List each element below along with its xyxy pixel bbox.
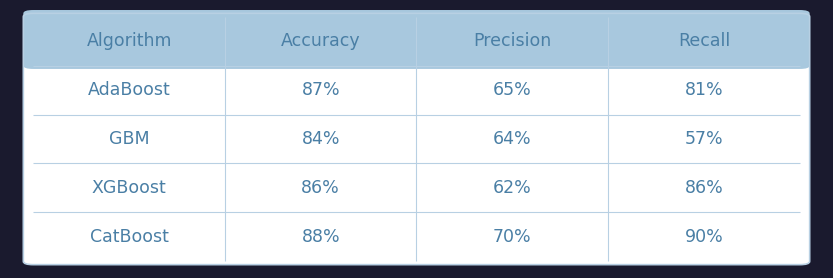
Text: GBM: GBM xyxy=(109,130,149,148)
Text: 65%: 65% xyxy=(493,81,531,99)
Text: 70%: 70% xyxy=(493,228,531,246)
Text: CatBoost: CatBoost xyxy=(90,228,168,246)
Text: Recall: Recall xyxy=(678,32,730,50)
Text: 86%: 86% xyxy=(302,179,340,197)
Text: 84%: 84% xyxy=(302,130,340,148)
Text: 90%: 90% xyxy=(685,228,723,246)
Bar xyxy=(33,48,800,66)
Text: Precision: Precision xyxy=(473,32,551,50)
Text: 81%: 81% xyxy=(685,81,723,99)
Text: 86%: 86% xyxy=(685,179,723,197)
Text: Accuracy: Accuracy xyxy=(281,32,361,50)
Text: 88%: 88% xyxy=(302,228,340,246)
Text: 57%: 57% xyxy=(685,130,723,148)
FancyBboxPatch shape xyxy=(23,13,810,265)
Text: 87%: 87% xyxy=(302,81,340,99)
Text: Algorithm: Algorithm xyxy=(87,32,172,50)
Text: XGBoost: XGBoost xyxy=(92,179,167,197)
Text: 64%: 64% xyxy=(493,130,531,148)
Text: 62%: 62% xyxy=(493,179,531,197)
FancyBboxPatch shape xyxy=(23,10,810,69)
Text: AdaBoost: AdaBoost xyxy=(87,81,171,99)
